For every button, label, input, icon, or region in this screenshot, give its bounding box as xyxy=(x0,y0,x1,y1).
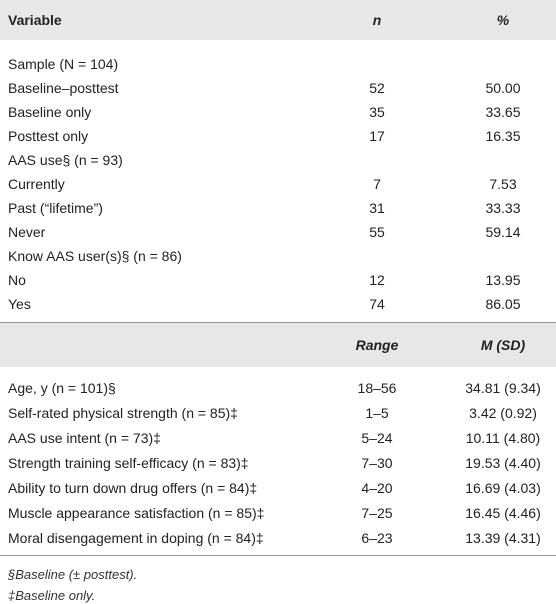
cell: Past (“lifetime”) xyxy=(8,200,103,216)
table-row: Yes 74 86.05 xyxy=(0,292,556,316)
cell: 10.11 (4.80) xyxy=(465,430,541,446)
cell: 35 xyxy=(369,104,385,120)
cell: 7 xyxy=(373,176,381,192)
cell: 52 xyxy=(369,80,385,96)
cell: 59.14 xyxy=(485,224,521,240)
table-row: Past (“lifetime”) 31 33.33 xyxy=(0,196,556,220)
cell: 19.53 (4.40) xyxy=(465,455,541,471)
table-row: Baseline only 35 33.65 xyxy=(0,100,556,124)
table-row: Moral disengagement in doping (n = 84)‡ 6… xyxy=(0,526,556,550)
table-row: Ability to turn down drug offers (n = 84… xyxy=(0,476,556,500)
cell: 31 xyxy=(369,200,385,216)
cell: 7–25 xyxy=(361,505,393,521)
cell: 86.05 xyxy=(485,296,521,312)
table-row: AAS use§ (n = 93) xyxy=(0,148,556,172)
cell: 34.81 (9.34) xyxy=(465,380,541,396)
table-row: Never 55 59.14 xyxy=(0,220,556,244)
cell: Strength training self-efficacy (n = 83)… xyxy=(8,455,249,471)
cell: Currently xyxy=(8,176,65,192)
table-row: Currently 7 7.53 xyxy=(0,172,556,196)
header-cell: % xyxy=(496,12,510,28)
cell: Know AAS user(s)§ (n = 86) xyxy=(8,248,182,264)
cell: 4–20 xyxy=(361,480,393,496)
header-cell: M (SD) xyxy=(480,337,526,353)
cell: 74 xyxy=(369,296,385,312)
header-cell: n xyxy=(372,12,382,28)
cell: 7–30 xyxy=(361,455,393,471)
rule xyxy=(0,322,556,323)
cell: 55 xyxy=(369,224,385,240)
table-row: Posttest only 17 16.35 xyxy=(0,124,556,148)
cell: 16.69 (4.03) xyxy=(465,480,541,496)
table-row: Muscle appearance satisfaction (n = 85)‡… xyxy=(0,501,556,525)
cell: Posttest only xyxy=(8,128,89,144)
cell: Muscle appearance satisfaction (n = 85)‡ xyxy=(8,505,265,521)
cell: Moral disengagement in doping (n = 84)‡ xyxy=(8,530,264,546)
cell: 17 xyxy=(369,128,385,144)
cell: Yes xyxy=(8,296,31,312)
cell: Ability to turn down drug offers (n = 84… xyxy=(8,480,258,496)
table-row: Self-rated physical strength (n = 85)‡ 1–… xyxy=(0,401,556,425)
footnote: ‡Baseline only. xyxy=(8,588,96,603)
table-row: Sample (N = 104) xyxy=(0,52,556,76)
cell: No xyxy=(8,272,26,288)
cell: 16.45 (4.46) xyxy=(465,505,541,521)
table-row: AAS use intent (n = 73)‡ 5–24 10.11 (4.80) xyxy=(0,426,556,450)
footnote: §Baseline (± posttest). xyxy=(8,567,138,582)
header-cell: Range xyxy=(355,337,399,353)
cell: 1–5 xyxy=(365,405,389,421)
cell: Baseline–posttest xyxy=(8,80,119,96)
table-row: Know AAS user(s)§ (n = 86) xyxy=(0,244,556,268)
cell: 7.53 xyxy=(489,176,517,192)
table-row: Strength training self-efficacy (n = 83)… xyxy=(0,451,556,475)
cell: Baseline only xyxy=(8,104,92,120)
rule xyxy=(0,555,556,556)
cell: 6–23 xyxy=(361,530,393,546)
header-cell: Variable xyxy=(8,12,62,28)
cell: 13.39 (4.31) xyxy=(465,530,541,546)
header-row: Variable n% xyxy=(0,0,556,40)
cell: Sample (N = 104) xyxy=(8,56,119,72)
cell: 12 xyxy=(369,272,385,288)
cell: 18–56 xyxy=(357,380,397,396)
cell: Self-rated physical strength (n = 85)‡ xyxy=(8,405,238,421)
cell: Age, y (n = 101)§ xyxy=(8,380,116,396)
cell: 50.00 xyxy=(485,80,521,96)
table-row: Age, y (n = 101)§ 18–56 34.81 (9.34) xyxy=(0,376,556,400)
cell: 16.35 xyxy=(485,128,521,144)
cell: 5–24 xyxy=(361,430,393,446)
cell: Never xyxy=(8,224,46,240)
cell: 33.65 xyxy=(485,104,521,120)
cell: 3.42 (0.92) xyxy=(469,405,537,421)
header-row: Range M (SD) xyxy=(0,323,556,367)
cell: 13.95 xyxy=(485,272,521,288)
cell: 33.33 xyxy=(485,200,521,216)
cell: AAS use§ (n = 93) xyxy=(8,152,123,168)
cell: AAS use intent (n = 73)‡ xyxy=(8,430,161,446)
table-row: No 12 13.95 xyxy=(0,268,556,292)
table-row: Baseline–posttest 52 50.00 xyxy=(0,76,556,100)
